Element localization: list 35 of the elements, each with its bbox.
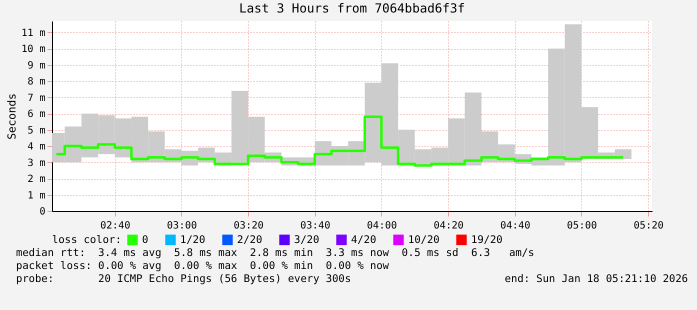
legend-label: 0 (142, 234, 148, 246)
legend-label: 2/20 (237, 234, 262, 246)
legend-title: loss color: (52, 234, 122, 246)
x-tick-label: 03:40 (300, 220, 330, 232)
x-tick-label: 02:40 (100, 220, 130, 232)
y-tick-label: 11 m (21, 28, 46, 39)
y-tick-label: 3 m (27, 158, 46, 169)
text: packet loss: 0.00 % avg 0.00 % max 0.00 % min 0.00 % now (16, 260, 390, 273)
text: end: Sun Jan 18 05:21:10 2026 (504, 273, 688, 286)
y-tick-label: 10 m (21, 44, 46, 56)
x-tick-label: 04:20 (434, 220, 464, 232)
legend-label: 4/20 (351, 234, 376, 246)
y-tick-label: 8 m (27, 76, 46, 88)
x-tick-label: 03:00 (166, 220, 197, 232)
y-tick-label: 7 m (27, 92, 46, 104)
x-tick-label: 04:00 (366, 220, 397, 232)
text: probe: 20 ICMP Echo Pings (56 Bytes) every 300s (16, 273, 352, 286)
x-tick-label: 05:00 (566, 220, 597, 232)
y-tick-label: 2 m (27, 174, 46, 186)
x-tick-label: 03:20 (234, 220, 264, 232)
text: median rtt: 3.4 ms avg 5.8 ms max 2.8 ms min 3.3 ms now 0.5 ms sd 6.3 am/s (16, 247, 536, 260)
y-tick-label: 4 m (27, 142, 46, 153)
y-tick-label: 5 m (27, 125, 46, 136)
y-tick-label: 6 m (27, 109, 46, 120)
y-tick-label: 9 m (27, 60, 46, 72)
legend-label: 19/20 (471, 234, 503, 246)
x-tick-label: 05:20 (634, 220, 664, 232)
x-tick-label: 04:40 (500, 220, 530, 232)
y-axis-title: Seconds (5, 93, 18, 140)
legend-label: 1/20 (180, 234, 206, 246)
legend-label: 10/20 (408, 234, 440, 246)
chart-title: Last 3 Hours from 7064bbad6f3f (239, 0, 465, 16)
legend-label: 3/20 (294, 234, 320, 246)
y-tick-label: 0 (39, 206, 46, 218)
y-tick-label: 1 m (27, 190, 46, 202)
